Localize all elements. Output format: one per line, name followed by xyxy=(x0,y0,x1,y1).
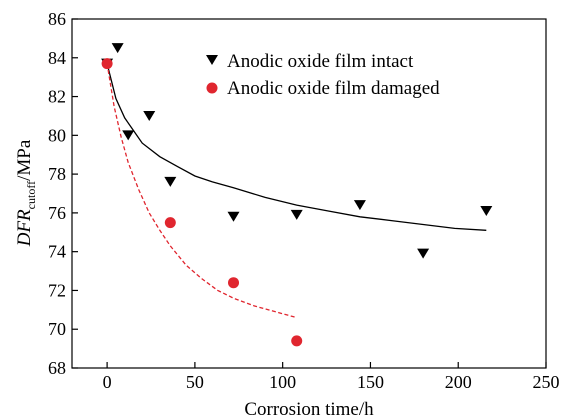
data-point-intact xyxy=(290,209,303,220)
legend: Anodic oxide film intact Anodic oxide fi… xyxy=(206,51,440,99)
data-point-damaged xyxy=(101,58,113,70)
data-point-intact xyxy=(164,176,177,187)
fit-curve-series-0 xyxy=(106,63,487,231)
y-tick-label: 78 xyxy=(48,164,66,184)
data-point-intact xyxy=(143,110,156,121)
data-point-damaged xyxy=(164,217,176,229)
x-tick-label: 50 xyxy=(186,372,204,392)
data-point-damaged xyxy=(228,277,240,289)
data-point-intact xyxy=(111,43,124,54)
y-tick-label: 70 xyxy=(48,319,66,339)
y-tick-label: 72 xyxy=(48,280,66,300)
x-axis: 0 50 100 150 200 250 xyxy=(103,362,560,392)
y-axis-title-sub: cutoff xyxy=(24,181,38,209)
plot-area-frame xyxy=(71,18,547,369)
y-tick-label: 76 xyxy=(48,203,66,223)
y-tick-label: 80 xyxy=(48,125,66,145)
x-tick-label: 150 xyxy=(357,372,384,392)
fit-curves xyxy=(106,63,487,319)
y-axis-title: DFRcutoff/MPa xyxy=(14,139,38,247)
y-tick-label: 86 xyxy=(48,9,66,29)
legend-label-intact: Anodic oxide film intact xyxy=(227,51,414,72)
data-point-intact xyxy=(122,130,135,141)
x-tick-label: 100 xyxy=(269,372,296,392)
x-axis-title: Corrosion time/h xyxy=(244,399,374,419)
data-point-intact xyxy=(227,211,240,222)
x-tick-label: 0 xyxy=(103,372,112,392)
legend-marker-intact xyxy=(206,55,218,65)
data-point-intact xyxy=(353,200,366,211)
x-tick-label: 200 xyxy=(445,372,472,392)
y-tick-label: 82 xyxy=(48,87,66,107)
svg-text:DFRcutoff/MPa: DFRcutoff/MPa xyxy=(14,139,38,247)
legend-marker-damaged xyxy=(206,82,218,94)
legend-item-intact: Anodic oxide film intact xyxy=(206,51,414,72)
fit-curve-series-1 xyxy=(106,63,297,319)
y-axis-title-main: DFR xyxy=(14,209,35,247)
data-point-intact xyxy=(480,205,493,216)
y-tick-label: 74 xyxy=(48,242,66,262)
data-point-intact xyxy=(417,248,430,259)
y-tick-label: 84 xyxy=(48,48,66,68)
legend-item-damaged: Anodic oxide film damaged xyxy=(206,78,440,99)
y-axis: 68 70 72 74 76 78 80 82 84 86 xyxy=(48,9,78,378)
y-tick-label: 68 xyxy=(48,358,66,378)
data-points xyxy=(101,43,493,347)
x-tick-label: 250 xyxy=(533,372,560,392)
data-point-damaged xyxy=(291,335,303,347)
legend-label-damaged: Anodic oxide film damaged xyxy=(227,78,440,99)
y-axis-title-unit: /MPa xyxy=(14,139,35,181)
